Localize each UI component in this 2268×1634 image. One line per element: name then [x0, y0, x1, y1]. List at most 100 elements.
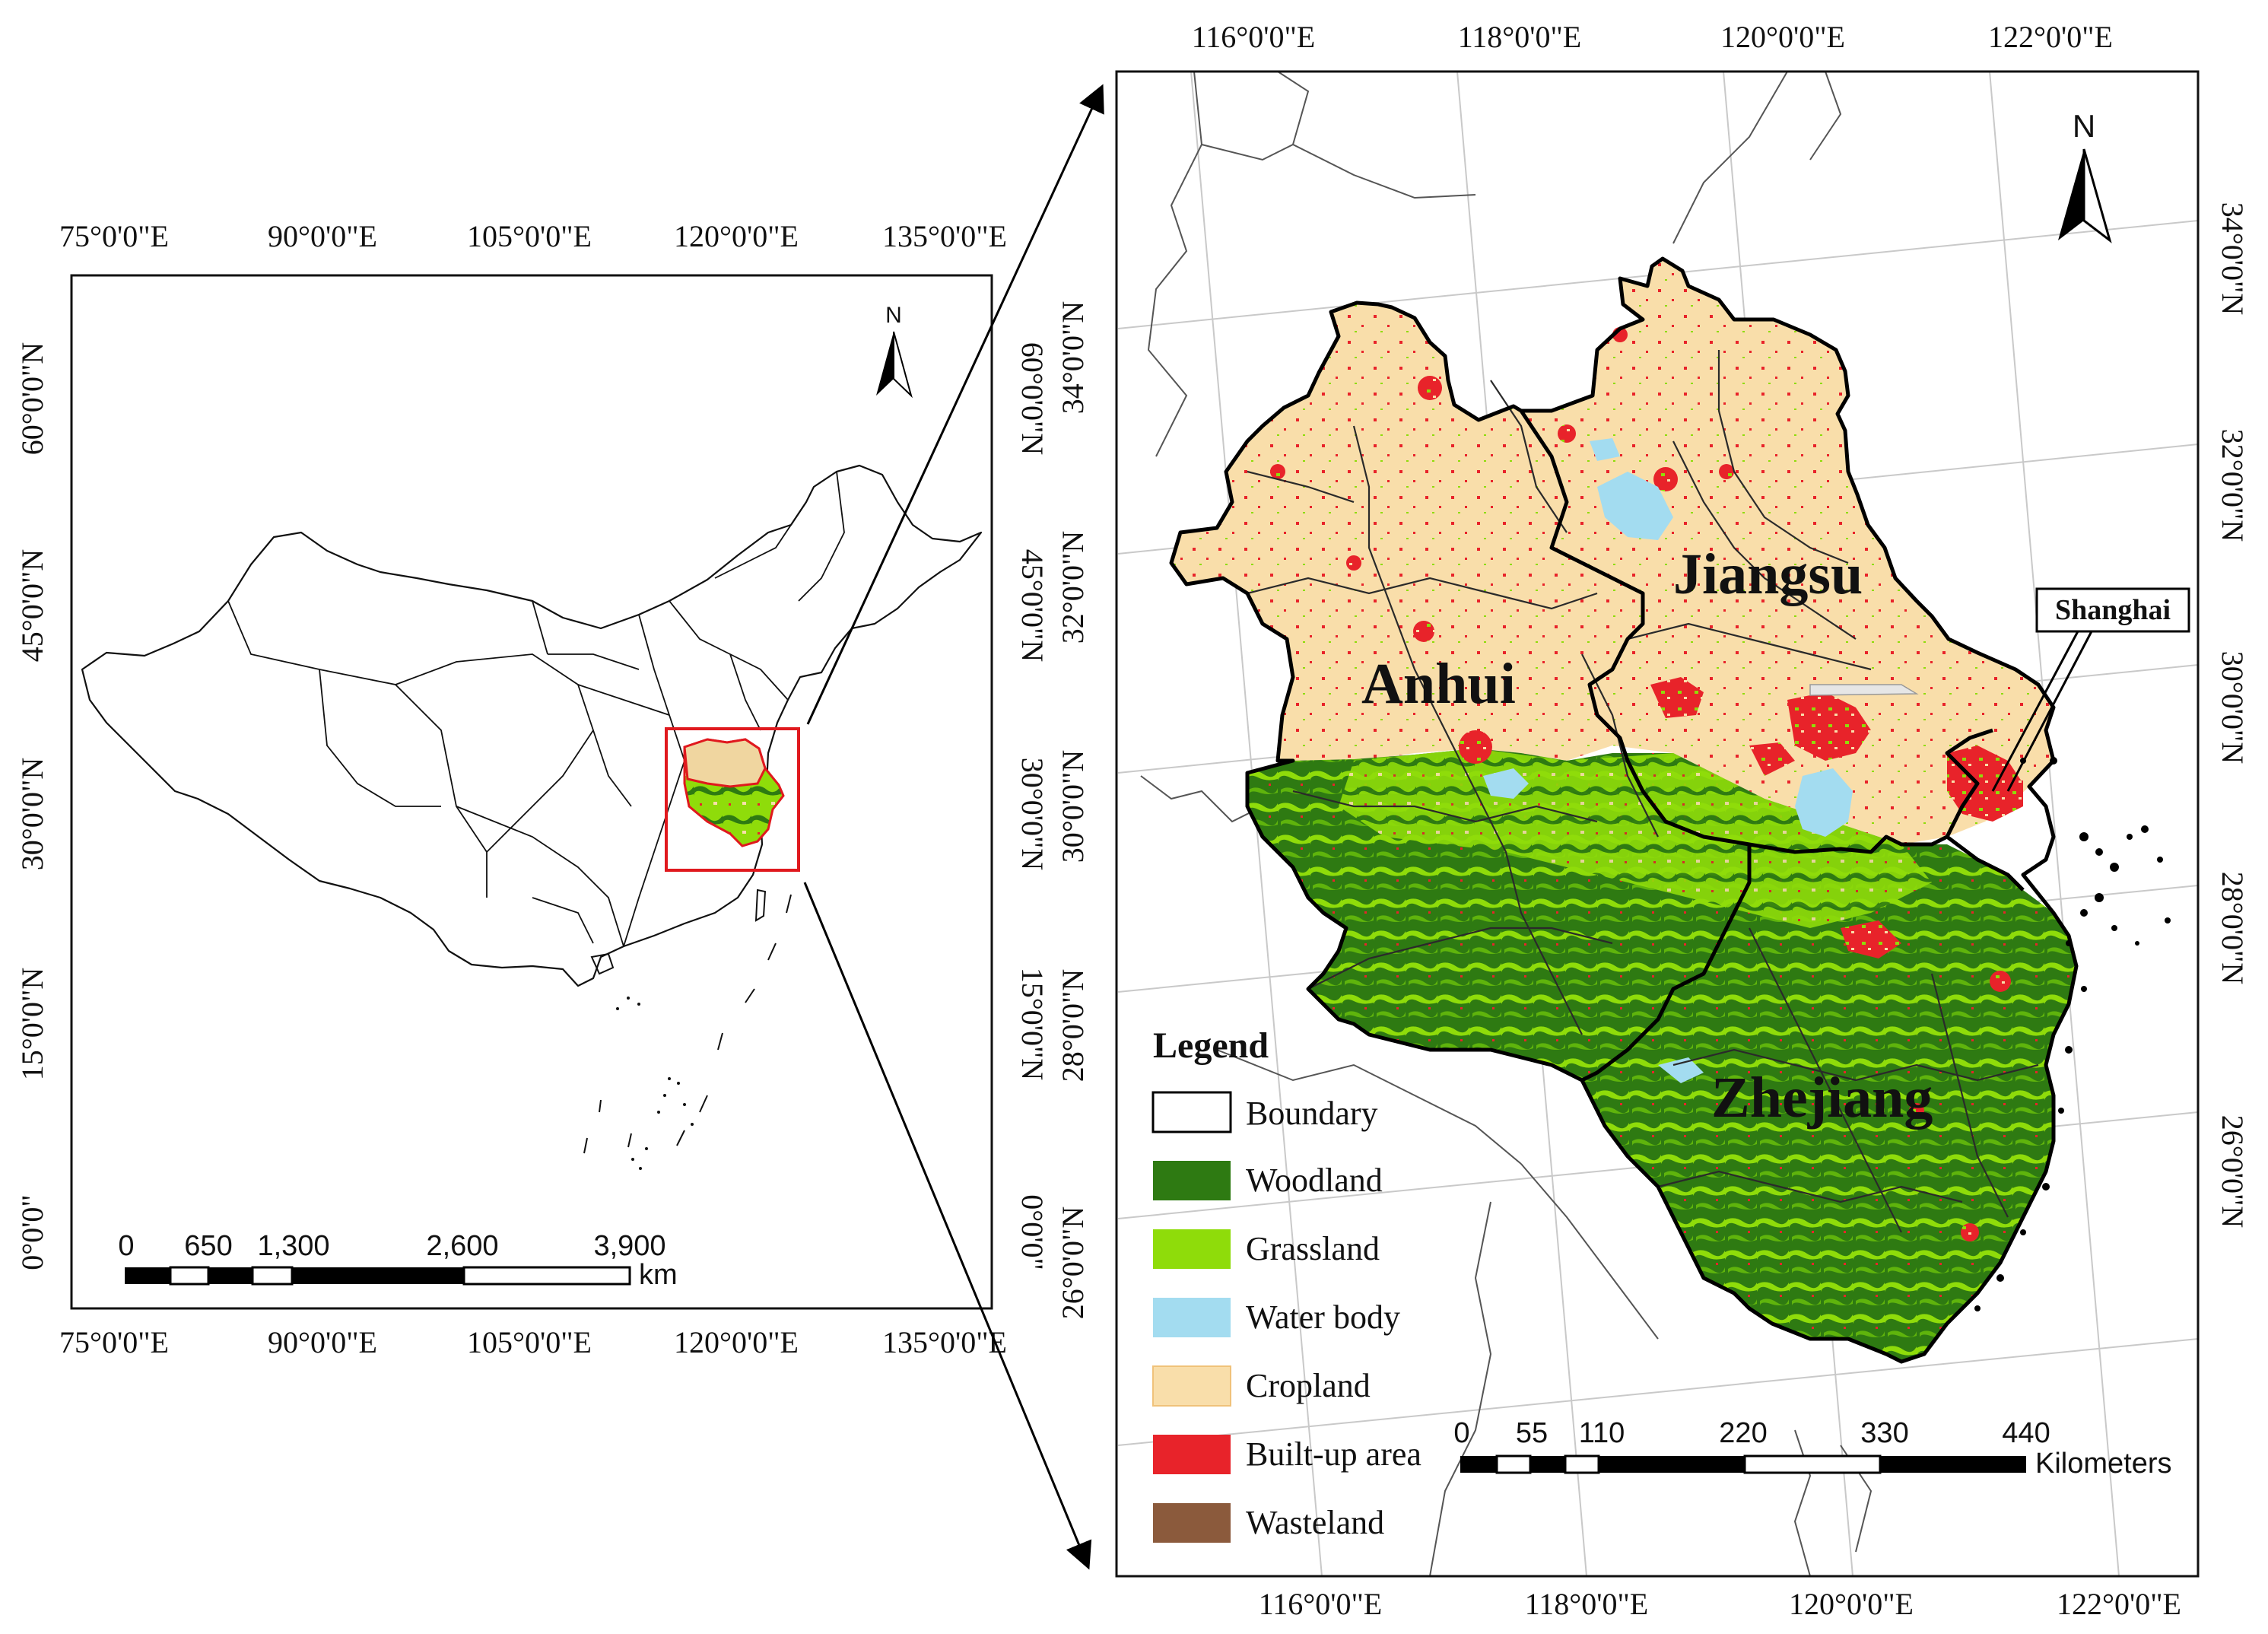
- region-water-body: [1483, 438, 1919, 1083]
- china-province-lines: [227, 471, 845, 947]
- province-label-shanghai: Shanghai: [2055, 594, 2171, 626]
- left-map-right-ticks: 60°0'0"N 45°0'0"N 30°0'0"N 15°0'0"N 0°0'…: [1015, 342, 1050, 1270]
- study-area-box: [665, 727, 800, 872]
- svg-text:15°0'0"N: 15°0'0"N: [15, 968, 49, 1080]
- scale-left-label-3: 2,600: [426, 1230, 498, 1262]
- svg-text:135°0'0"E: 135°0'0"E: [882, 1325, 1007, 1359]
- scale-bar-left: 0 650 1,300 2,600 3,900 km: [118, 1230, 677, 1291]
- svg-text:30°0'0"N: 30°0'0"N: [2216, 651, 2250, 764]
- svg-text:120°0'0"E: 120°0'0"E: [1789, 1587, 1914, 1621]
- left-map-left-ticks: 60°0'0"N 45°0'0"N 30°0'0"N 15°0'0"N 0°0'…: [15, 342, 49, 1270]
- scale-right-unit: Kilometers: [2035, 1448, 2172, 1480]
- svg-text:60°0'0"N: 60°0'0"N: [15, 342, 49, 455]
- svg-text:Water body: Water body: [1246, 1299, 1400, 1336]
- svg-text:32°0'0"N: 32°0'0"N: [1056, 531, 1090, 644]
- north-arrow-left: N: [876, 303, 913, 399]
- scale-left-label-0: 0: [118, 1230, 134, 1262]
- province-label-zhejiang: Zhejiang: [1711, 1066, 1933, 1130]
- legend-item-boundary: Boundary: [1151, 1091, 1378, 1133]
- svg-text:118°0'0"E: 118°0'0"E: [1458, 20, 1581, 54]
- svg-text:30°0'0"N: 30°0'0"N: [15, 758, 49, 870]
- shanghai-callout: Shanghai: [1991, 587, 2190, 792]
- right-map-right-ticks: 34°0'0"N 32°0'0"N 30°0'0"N 28°0'0"N 26°0…: [2216, 202, 2250, 1228]
- svg-text:N: N: [2073, 108, 2095, 144]
- zoom-arrow-bottom: [803, 882, 1092, 1570]
- svg-text:30°0'0"N: 30°0'0"N: [1056, 750, 1090, 863]
- right-map-bottom-ticks: 116°0'0"E 118°0'0"E 120°0'0"E 122°0'0"E: [1259, 1587, 2181, 1621]
- region-grassland-band: [1339, 749, 1932, 928]
- svg-text:26°0'0"N: 26°0'0"N: [1056, 1206, 1090, 1319]
- scale-left-label-1: 650: [184, 1230, 232, 1262]
- svg-text:116°0'0"E: 116°0'0"E: [1192, 20, 1315, 54]
- legend-item-built-up-area: Built-up area: [1153, 1435, 1421, 1474]
- scale-left-label-2: 1,300: [257, 1230, 329, 1262]
- legend-item-grassland: Grassland: [1153, 1229, 1380, 1269]
- scale-left-label-4: 3,900: [593, 1230, 665, 1262]
- svg-text:122°0'0"E: 122°0'0"E: [2057, 1587, 2181, 1621]
- svg-text:60°0'0"N: 60°0'0"N: [1015, 342, 1050, 455]
- surrounding-boundaries: [1140, 72, 1873, 1576]
- svg-text:Built-up area: Built-up area: [1246, 1435, 1421, 1473]
- scale-right-label-2: 110: [1579, 1417, 1625, 1449]
- study-map-frame: [1115, 70, 2200, 1578]
- svg-text:28°0'0"N: 28°0'0"N: [1056, 969, 1090, 1082]
- svg-text:45°0'0"N: 45°0'0"N: [15, 549, 49, 662]
- svg-text:118°0'0"E: 118°0'0"E: [1525, 1587, 1648, 1621]
- svg-text:28°0'0"N: 28°0'0"N: [2216, 872, 2250, 984]
- province-label-anhui: Anhui: [1361, 652, 1516, 716]
- svg-text:Grassland: Grassland: [1246, 1230, 1380, 1267]
- right-map-left-ticks: 34°0'0"N 32°0'0"N 30°0'0"N 28°0'0"N 26°0…: [1056, 301, 1090, 1319]
- svg-text:75°0'0"E: 75°0'0"E: [59, 1325, 169, 1359]
- china-map-frame: [70, 274, 993, 1310]
- right-map-top-ticks: 116°0'0"E 118°0'0"E 120°0'0"E 122°0'0"E: [1192, 20, 2113, 54]
- scale-right-label-4: 330: [1860, 1417, 1908, 1449]
- legend-item-woodland: Woodland: [1153, 1161, 1383, 1200]
- left-map-top-ticks: 75°0'0"E 90°0'0"E 105°0'0"E 120°0'0"E 13…: [59, 219, 1007, 253]
- zoom-arrow-top: [806, 84, 1104, 725]
- svg-text:135°0'0"E: 135°0'0"E: [882, 219, 1007, 253]
- svg-text:Cropland: Cropland: [1246, 1367, 1371, 1404]
- scale-right-label-5: 440: [2002, 1417, 2050, 1449]
- svg-text:26°0'0"N: 26°0'0"N: [2216, 1115, 2250, 1228]
- scale-bar-right: 0 55 110 220 330 440 Kilometers: [1453, 1417, 2171, 1480]
- svg-text:0°0'0": 0°0'0": [1015, 1194, 1050, 1270]
- province-boundaries: [1169, 256, 2079, 1364]
- svg-text:Wasteland: Wasteland: [1246, 1504, 1384, 1541]
- svg-text:34°0'0"N: 34°0'0"N: [2216, 202, 2250, 315]
- svg-text:90°0'0"E: 90°0'0"E: [268, 1325, 377, 1359]
- province-label-jiangsu: Jiangsu: [1673, 542, 1863, 606]
- legend-title: Legend: [1153, 1025, 1269, 1066]
- svg-text:32°0'0"N: 32°0'0"N: [2216, 429, 2250, 542]
- svg-text:N: N: [885, 303, 902, 328]
- svg-text:122°0'0"E: 122°0'0"E: [1988, 20, 2113, 54]
- svg-text:90°0'0"E: 90°0'0"E: [268, 219, 377, 253]
- legend-item-water-body: Water body: [1153, 1298, 1400, 1337]
- legend-item-wasteland: Wasteland: [1153, 1503, 1384, 1543]
- left-map-bottom-ticks: 75°0'0"E 90°0'0"E 105°0'0"E 120°0'0"E 13…: [59, 1325, 1007, 1359]
- south-china-sea-islands: [616, 997, 694, 1170]
- svg-text:120°0'0"E: 120°0'0"E: [674, 1325, 799, 1359]
- north-arrow-right: N: [2058, 108, 2112, 243]
- china-outline: [81, 464, 983, 987]
- svg-text:120°0'0"E: 120°0'0"E: [1720, 20, 1845, 54]
- svg-text:0°0'0": 0°0'0": [15, 1194, 49, 1270]
- svg-text:105°0'0"E: 105°0'0"E: [467, 1325, 592, 1359]
- scale-right-label-1: 55: [1516, 1417, 1548, 1449]
- svg-text:15°0'0"N: 15°0'0"N: [1015, 968, 1050, 1080]
- svg-text:Boundary: Boundary: [1246, 1095, 1378, 1132]
- legend-item-cropland: Cropland: [1152, 1365, 1371, 1407]
- map-legend: Legend Boundary Woodland Grassland Water…: [1151, 1025, 1421, 1543]
- study-area-map: Anhui Jiangsu Zhejiang Shanghai N Legend…: [1056, 20, 2250, 1621]
- svg-text:75°0'0"E: 75°0'0"E: [59, 219, 169, 253]
- taiwan-island: [754, 889, 767, 922]
- scale-left-unit: km: [639, 1259, 678, 1291]
- svg-text:45°0'0"N: 45°0'0"N: [1015, 549, 1050, 662]
- county-boundaries: [1247, 350, 2039, 1233]
- hainan-island: [590, 952, 615, 975]
- china-overview-map: N 0 650 1,300 2,600 3,900 km 75°0'0"E 90…: [15, 219, 1050, 1359]
- svg-text:30°0'0"N: 30°0'0"N: [1015, 758, 1050, 870]
- nine-dash-line: [583, 894, 792, 1154]
- svg-text:120°0'0"E: 120°0'0"E: [674, 219, 799, 253]
- scale-right-label-0: 0: [1453, 1417, 1469, 1449]
